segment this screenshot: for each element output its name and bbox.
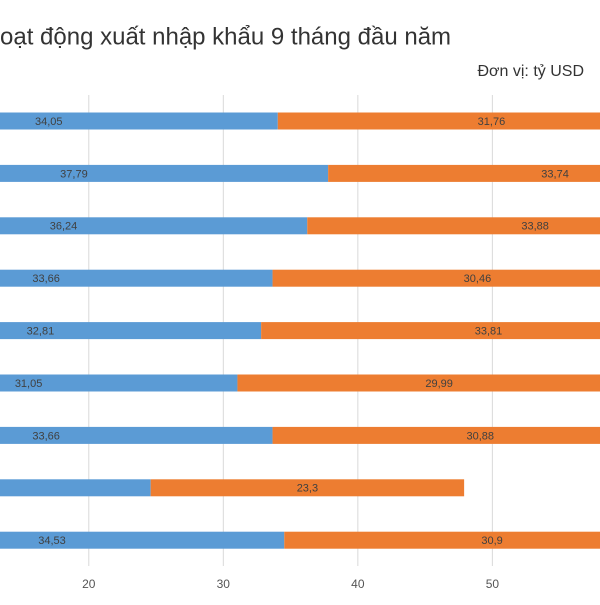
bar-segment (237, 374, 600, 392)
value-label: 37,79 (60, 168, 88, 180)
bar-segment (0, 479, 151, 497)
chart-title: oạt động xuất nhập khẩu 9 tháng đầu năm (0, 23, 451, 50)
bar-segment (272, 426, 600, 444)
bar-segment (0, 164, 329, 182)
bar-segment (272, 269, 600, 287)
value-label: 31,05 (15, 378, 43, 390)
bar-segment (307, 217, 600, 235)
chart-subtitle: Đơn vị: tỷ USD (477, 63, 584, 80)
value-label: 33,74 (541, 168, 569, 180)
value-label: 33,66 (32, 273, 60, 285)
value-label: 30,46 (464, 273, 492, 285)
bar-segment (0, 269, 273, 287)
x-tick-label: 30 (217, 577, 231, 591)
value-label: 23,3 (297, 483, 318, 495)
value-label: 34,05 (35, 116, 63, 128)
bar-segment (0, 374, 238, 392)
bar-segment (0, 426, 273, 444)
value-label: 30,9 (481, 535, 502, 547)
value-label: 31,76 (478, 116, 506, 128)
bar-segment (0, 217, 308, 235)
value-label: 29,99 (425, 378, 453, 390)
x-tick-label: 50 (486, 577, 500, 591)
x-tick-label: 40 (351, 577, 365, 591)
value-label: 34,53 (38, 535, 66, 547)
bar-segment (150, 479, 465, 497)
value-label: 36,24 (50, 221, 78, 233)
bar-segment (284, 531, 600, 549)
bar-segment (328, 164, 600, 182)
value-label: 32,81 (27, 326, 55, 338)
bar-segment (261, 322, 600, 340)
bar-segment (0, 531, 285, 549)
x-tick-label: 20 (82, 577, 96, 591)
value-label: 33,81 (475, 326, 503, 338)
bar-segment (0, 322, 262, 340)
bar-segment (277, 112, 600, 130)
value-label: 33,88 (521, 221, 549, 233)
value-label: 33,66 (32, 430, 60, 442)
value-label: 30,88 (467, 430, 495, 442)
bar-segment (0, 112, 278, 130)
